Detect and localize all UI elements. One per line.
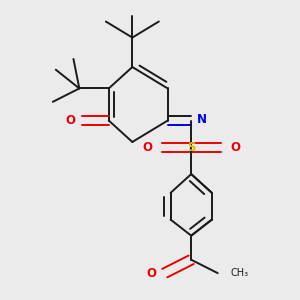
- Text: N: N: [196, 113, 206, 126]
- Text: O: O: [65, 114, 76, 127]
- Text: CH₃: CH₃: [231, 268, 249, 278]
- Text: O: O: [146, 267, 157, 280]
- Text: S: S: [187, 141, 196, 154]
- Text: O: O: [230, 141, 240, 154]
- Text: O: O: [142, 141, 152, 154]
